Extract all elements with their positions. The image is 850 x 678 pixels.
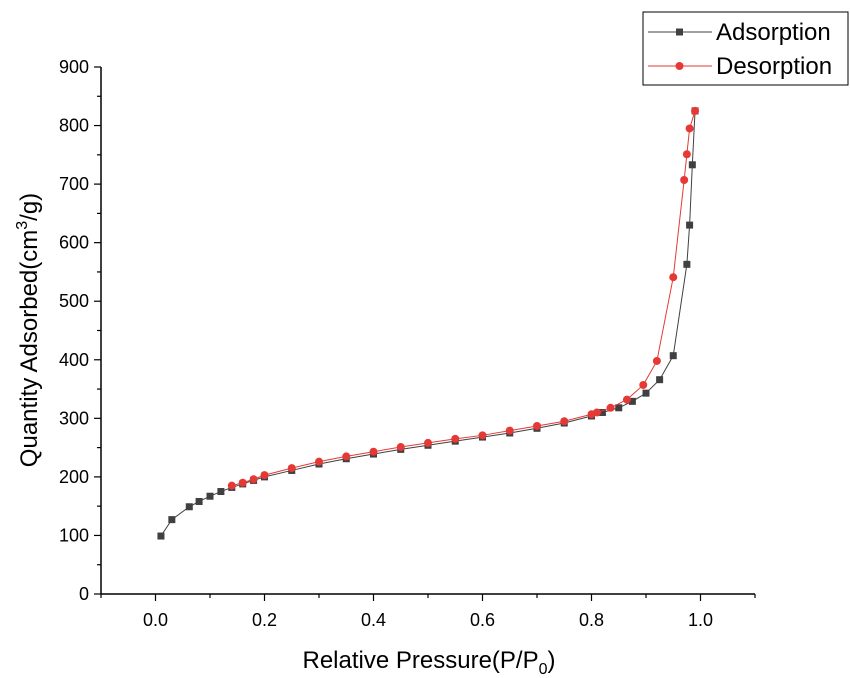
legend-item-desorption: Desorption xyxy=(648,53,832,80)
data-point-desorption xyxy=(396,443,405,452)
x-axis-title-main: Relative Pressure(P/P xyxy=(303,647,539,674)
data-point-desorption xyxy=(606,403,615,412)
data-point-desorption xyxy=(669,273,678,282)
data-point-adsorption xyxy=(195,497,203,505)
data-point-desorption xyxy=(315,457,323,466)
axes-layer: 0.0 0.2 0.4 0.6 0.8 1.0 0 100 200 300 400 500 600 70… xyxy=(59,57,756,630)
x-tick-label: 0.2 xyxy=(252,610,277,630)
x-axis-title-close: ) xyxy=(548,647,556,674)
data-point-adsorption xyxy=(185,503,193,511)
x-tick-label: 0.6 xyxy=(470,610,495,630)
legend-desorption-marker xyxy=(675,62,684,70)
y-axis-title-superscript: 3 xyxy=(14,221,31,230)
y-tick-label: 0 xyxy=(79,584,89,604)
data-point-desorption xyxy=(238,478,247,487)
y-tick-label: 700 xyxy=(59,174,89,194)
data-point-adsorption xyxy=(688,161,696,169)
data-point-desorption xyxy=(451,434,460,443)
series-line-adsorption xyxy=(160,110,696,537)
x-tick-label: 1.0 xyxy=(688,610,713,630)
data-point-desorption xyxy=(533,421,541,430)
y-axis-ticks: 0 100 200 300 400 500 600 700 800 900 xyxy=(59,57,101,604)
data-point-desorption xyxy=(652,356,661,365)
data-point-desorption xyxy=(622,395,631,404)
data-point-desorption xyxy=(342,452,351,461)
y-tick-label: 800 xyxy=(59,116,89,136)
series-desorption xyxy=(227,106,700,490)
data-point-desorption xyxy=(424,438,432,447)
data-point-desorption xyxy=(685,124,694,133)
data-point-adsorption xyxy=(598,408,606,416)
y-axis-title-close: /g) xyxy=(16,193,43,221)
data-point-desorption xyxy=(691,106,700,115)
legend-adsorption-label: Adsorption xyxy=(716,19,831,46)
y-tick-label: 300 xyxy=(59,408,89,428)
data-point-adsorption xyxy=(628,397,636,405)
data-point-desorption xyxy=(680,176,689,185)
x-axis-title-subscript: 0 xyxy=(539,661,548,678)
data-point-desorption xyxy=(587,410,596,419)
series-adsorption xyxy=(157,107,699,540)
data-point-adsorption xyxy=(669,352,677,360)
y-tick-label: 400 xyxy=(59,350,89,370)
y-tick-label: 500 xyxy=(59,291,89,311)
legend: Adsorption Desorption xyxy=(642,11,849,86)
data-point-desorption xyxy=(227,481,236,490)
y-axis-title-main: Quantity Adsorbed(cm xyxy=(16,230,43,467)
x-tick-label: 0.8 xyxy=(579,610,604,630)
x-axis-title: Relative Pressure(P/P0) xyxy=(303,647,556,678)
data-point-adsorption xyxy=(217,488,225,496)
data-point-adsorption xyxy=(686,221,694,229)
y-tick-label: 100 xyxy=(59,525,89,545)
legend-item-adsorption: Adsorption xyxy=(648,19,831,46)
data-point-desorption xyxy=(560,417,569,426)
data-point-adsorption xyxy=(656,376,664,384)
plot-area xyxy=(157,106,700,540)
data-point-adsorption xyxy=(642,389,650,397)
y-tick-label: 900 xyxy=(59,57,89,77)
data-point-adsorption xyxy=(206,492,214,500)
data-point-desorption xyxy=(505,426,514,435)
series-layer xyxy=(157,106,700,540)
data-point-desorption xyxy=(260,471,269,480)
data-point-desorption xyxy=(369,447,378,456)
data-point-desorption xyxy=(639,380,648,389)
data-point-desorption xyxy=(682,150,691,159)
x-axis-ticks: 0.0 0.2 0.4 0.6 0.8 1.0 xyxy=(100,594,756,630)
data-point-adsorption xyxy=(168,516,176,524)
y-tick-label: 200 xyxy=(59,467,89,487)
series-line-desorption xyxy=(231,110,696,487)
legend-adsorption-marker xyxy=(676,28,683,36)
x-tick-label: 0.0 xyxy=(143,610,168,630)
y-axis-title: Quantity Adsorbed(cm3/g) xyxy=(14,193,43,467)
data-point-adsorption xyxy=(157,532,165,540)
data-point-adsorption xyxy=(683,260,691,268)
legend-box xyxy=(642,11,849,86)
legend-desorption-label: Desorption xyxy=(716,53,832,80)
data-point-adsorption xyxy=(615,404,623,412)
data-point-desorption xyxy=(478,431,487,440)
data-point-desorption xyxy=(287,464,296,473)
x-tick-label: 0.4 xyxy=(361,610,386,630)
data-point-desorption xyxy=(249,475,258,484)
y-tick-label: 600 xyxy=(59,233,89,253)
